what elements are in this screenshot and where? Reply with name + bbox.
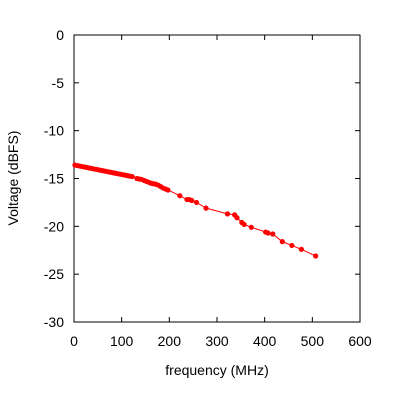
data-point — [248, 224, 254, 230]
data-point — [298, 246, 304, 252]
data-point — [224, 211, 231, 217]
data-point — [270, 231, 276, 237]
x-tick-label: 100 — [110, 333, 134, 349]
y-axis-title: Voltage (dBFS) — [5, 131, 21, 226]
data-point — [193, 199, 200, 206]
plot-frame — [73, 34, 361, 323]
data-series — [72, 162, 319, 259]
plot-area — [73, 34, 361, 323]
data-point — [203, 205, 209, 211]
data-point — [265, 230, 271, 236]
y-tick-label: -25 — [44, 266, 64, 282]
x-tick-label: 400 — [253, 333, 277, 349]
data-point — [289, 242, 295, 249]
x-tick-label: 0 — [70, 333, 78, 349]
axis-ticks: 0 100 200 300 400 500 600 0 -5 -10 -15 -20 -25 -30 — [44, 27, 372, 349]
x-tick-label: 200 — [158, 333, 182, 349]
data-point — [165, 187, 171, 193]
data-point — [129, 173, 135, 180]
x-tick-label: 500 — [301, 333, 325, 349]
data-point — [313, 253, 319, 259]
data-point — [177, 193, 183, 199]
y-tick-label: -30 — [44, 314, 64, 330]
y-tick-label: 0 — [56, 27, 64, 43]
x-axis-title: frequency (MHz) — [165, 362, 268, 378]
y-tick-label: -5 — [52, 75, 65, 91]
data-point — [241, 221, 247, 228]
y-tick-label: -20 — [44, 218, 64, 234]
series-line — [74, 164, 316, 257]
data-point — [234, 215, 240, 221]
data-point — [189, 197, 195, 204]
x-tick-label: 300 — [205, 333, 229, 349]
data-point — [279, 239, 285, 245]
y-tick-label: -15 — [44, 171, 64, 187]
x-tick-label: 600 — [348, 333, 372, 349]
y-tick-label: -10 — [44, 123, 64, 139]
